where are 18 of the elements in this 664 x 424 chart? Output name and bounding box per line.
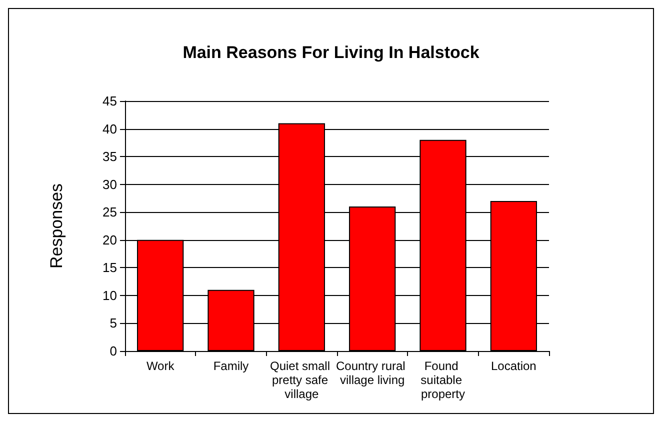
y-tick-label: 5 [110, 316, 117, 331]
y-tick-label: 0 [110, 344, 117, 358]
x-tick-label: Quiet small pretty safe village [270, 359, 334, 401]
x-tick-label: Country rural village living [336, 359, 409, 387]
y-tick-label: 10 [102, 288, 117, 303]
y-tick-label: 30 [102, 176, 117, 192]
y-tick-label: 15 [102, 260, 117, 276]
x-tick-label: Found suitable property [420, 359, 466, 401]
x-tick-label: Work [146, 359, 176, 373]
y-tick-label: 35 [102, 149, 117, 164]
y-tick-label: 20 [102, 232, 117, 248]
y-axis-title: Responses [47, 183, 66, 269]
y-tick-label: 25 [102, 204, 117, 220]
x-tick-label: Location [490, 359, 536, 373]
chart-title: Main Reasons For Living In Halstock [182, 43, 480, 62]
y-tick-label: 45 [102, 94, 117, 108]
x-tick-label: Family [213, 359, 249, 373]
y-tick-label: 40 [102, 121, 117, 136]
